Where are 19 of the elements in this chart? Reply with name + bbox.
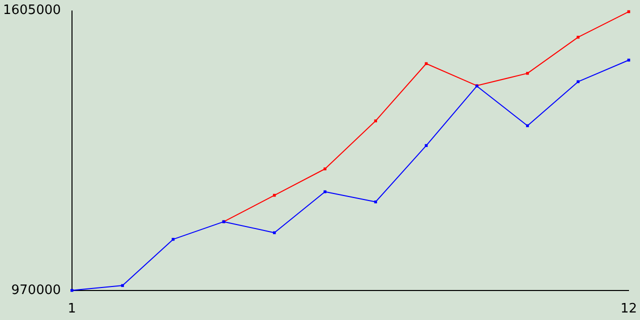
point — [70, 288, 74, 292]
point — [526, 72, 529, 75]
point — [324, 190, 326, 194]
point — [324, 167, 326, 170]
point — [576, 80, 580, 84]
point — [272, 194, 276, 197]
y-tick-label: 970000 — [11, 282, 61, 298]
y-tick-label: 1605000 — [2, 3, 61, 18]
point — [576, 36, 580, 39]
point — [526, 124, 529, 128]
point — [424, 144, 428, 147]
point — [272, 231, 276, 234]
point — [172, 238, 175, 241]
point — [424, 62, 428, 66]
x-tick-label: 1 — [68, 302, 76, 317]
x-tick-label: 12 — [620, 302, 637, 317]
point — [374, 200, 378, 204]
point — [374, 119, 378, 122]
point — [627, 58, 630, 62]
